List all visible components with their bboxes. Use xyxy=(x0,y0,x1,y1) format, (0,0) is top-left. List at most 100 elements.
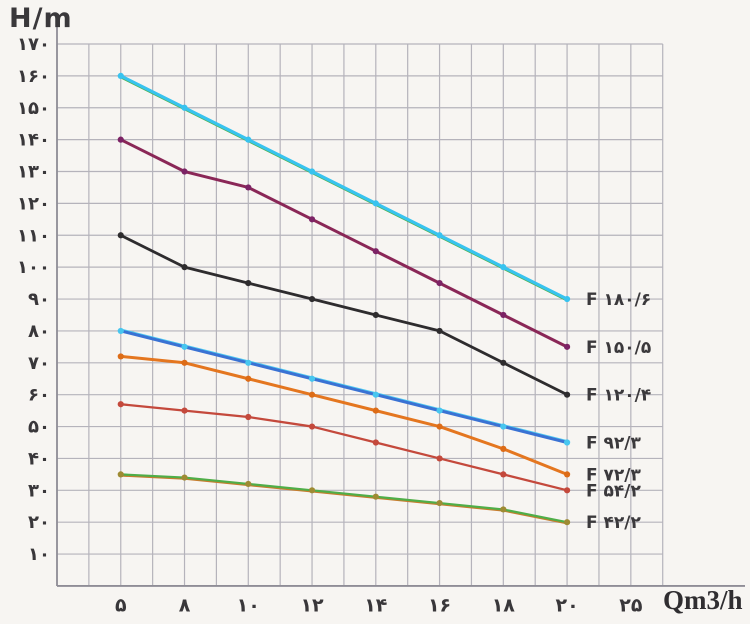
series-marker-F-92-3 xyxy=(500,423,507,430)
y-tick-label: ۱۲۰ xyxy=(17,193,50,214)
series-marker-F-180-6 xyxy=(245,136,252,143)
legend-label-F-54-2: F ۵۴/۲ xyxy=(586,481,641,501)
x-tick-label: ۱۶ xyxy=(428,595,451,617)
series-marker-F-120-4 xyxy=(181,264,188,271)
series-marker-F-150-5 xyxy=(563,343,571,350)
series-marker-F-150-5 xyxy=(117,136,124,143)
series-marker-F-120-4 xyxy=(372,311,379,319)
series-marker-F-72-3 xyxy=(181,359,188,366)
series-marker-F-120-4 xyxy=(500,359,507,366)
series-marker-F-92-3 xyxy=(308,375,316,382)
y-tick-label: ۱۷۰ xyxy=(17,34,50,55)
series-marker-F-92-3 xyxy=(245,359,252,366)
series-marker-F-120-4 xyxy=(308,295,316,303)
series-line-F-72-3 xyxy=(119,354,569,476)
y-tick-label: ۴۰ xyxy=(28,448,50,469)
series-marker-F-54-2 xyxy=(181,407,188,414)
series-marker-F-72-3 xyxy=(436,423,443,430)
series-marker-F-42-2 xyxy=(372,493,379,500)
legend-label-F-150-5: F ۱۵۰/۵ xyxy=(586,338,651,358)
series-marker-F-180-6 xyxy=(117,72,124,79)
x-tick-label: ۱۰ xyxy=(237,595,260,617)
legend-label-F-120-4: F ۱۲۰/۴ xyxy=(586,386,651,406)
series-marker-F-120-4 xyxy=(436,327,443,335)
series-marker-F-42-2 xyxy=(117,471,124,478)
x-axis-title: Qm3/h xyxy=(663,585,743,615)
series-marker-F-150-5 xyxy=(181,168,188,175)
series-marker-F-54-2 xyxy=(500,471,507,478)
y-tick-label: ۶۰ xyxy=(28,385,50,406)
y-tick-label: ۱۳۰ xyxy=(17,162,50,183)
series-marker-F-180-6 xyxy=(500,264,507,271)
series-marker-F-180-6 xyxy=(308,168,316,175)
series-marker-F-72-3 xyxy=(308,391,316,398)
series-line-F-92-3 xyxy=(119,329,569,444)
series-marker-F-42-2 xyxy=(436,499,443,507)
x-tick-label: ۲۰ xyxy=(555,595,578,617)
series-marker-F-54-2 xyxy=(308,423,316,430)
series-line-F-54-2 xyxy=(119,403,569,492)
series-marker-F-54-2 xyxy=(436,455,443,462)
series-marker-F-150-5 xyxy=(245,184,252,191)
series-marker-F-92-3 xyxy=(117,327,124,335)
series-marker-F-42-2 xyxy=(563,519,571,526)
series-marker-F-180-6 xyxy=(181,104,188,111)
series-marker-F-54-2 xyxy=(563,487,571,494)
y-tick-label: ۱۱۰ xyxy=(17,225,50,246)
series-marker-F-42-2 xyxy=(308,487,316,494)
series-line-F-150-5 xyxy=(119,138,569,349)
series-marker-F-150-5 xyxy=(372,248,379,255)
series-marker-F-150-5 xyxy=(436,280,443,287)
series-marker-F-150-5 xyxy=(500,311,507,319)
series-marker-F-72-3 xyxy=(563,471,571,478)
series-marker-F-42-2 xyxy=(500,506,507,513)
series-marker-F-92-3 xyxy=(436,407,443,414)
series-marker-F-72-3 xyxy=(500,445,507,452)
y-tick-label: ۱۴۰ xyxy=(17,130,50,151)
legend-label-F-42-2: F ۴۲/۲ xyxy=(586,513,641,533)
x-tick-label: ۲۵ xyxy=(619,595,643,617)
series-marker-F-92-3 xyxy=(563,439,571,446)
series-marker-F-92-3 xyxy=(372,391,379,398)
series-marker-F-92-3 xyxy=(181,343,188,350)
y-tick-label: ۱۵۰ xyxy=(17,98,50,119)
x-tick-label: ۱۲ xyxy=(300,595,324,617)
y-tick-label: ۱۰ xyxy=(28,544,50,565)
y-tick-label: ۳۰ xyxy=(28,480,50,501)
x-tick-label: ۸ xyxy=(179,595,191,617)
x-tick-label: ۵ xyxy=(115,595,127,617)
series-marker-F-54-2 xyxy=(245,413,252,421)
series-marker-F-180-6 xyxy=(372,200,379,207)
y-tick-label: ۱۰۰ xyxy=(17,257,50,278)
series-marker-F-72-3 xyxy=(372,407,379,414)
legend-label-F-72-3: F ۷۲/۳ xyxy=(586,465,641,485)
x-tick-label: ۱۴ xyxy=(364,595,387,617)
series-marker-F-180-6 xyxy=(563,295,571,303)
series-marker-F-42-2 xyxy=(245,480,252,488)
series-marker-F-150-5 xyxy=(308,216,316,223)
y-tick-label: ۲۰ xyxy=(28,512,50,533)
series-marker-F-120-4 xyxy=(563,391,571,398)
series-marker-F-180-6 xyxy=(436,232,443,239)
series-companion-line-F-42-2 xyxy=(119,474,568,525)
series-line-F-120-4 xyxy=(119,233,569,397)
legend-label-F-92-3: F ۹۲/۳ xyxy=(586,434,641,454)
series-line-F-180-6 xyxy=(119,74,569,301)
series-line-F-42-2 xyxy=(119,473,569,524)
series-marker-F-72-3 xyxy=(117,353,124,360)
series-marker-F-42-2 xyxy=(181,474,188,481)
series-marker-F-120-4 xyxy=(117,232,124,239)
y-tick-label: ۷۰ xyxy=(28,353,50,374)
series-marker-F-120-4 xyxy=(245,280,252,287)
y-tick-label: ۸۰ xyxy=(28,321,50,342)
series-marker-F-72-3 xyxy=(245,375,252,382)
y-tick-label: ۱۶۰ xyxy=(17,66,50,87)
x-tick-label: ۱۸ xyxy=(492,595,516,617)
legend-label-F-180-6: F ۱۸۰/۶ xyxy=(586,290,651,310)
series-marker-F-54-2 xyxy=(117,401,124,408)
y-axis-title: H/m xyxy=(9,3,73,34)
y-tick-label: ۹۰ xyxy=(28,289,50,310)
y-tick-label: ۵۰ xyxy=(28,417,50,438)
